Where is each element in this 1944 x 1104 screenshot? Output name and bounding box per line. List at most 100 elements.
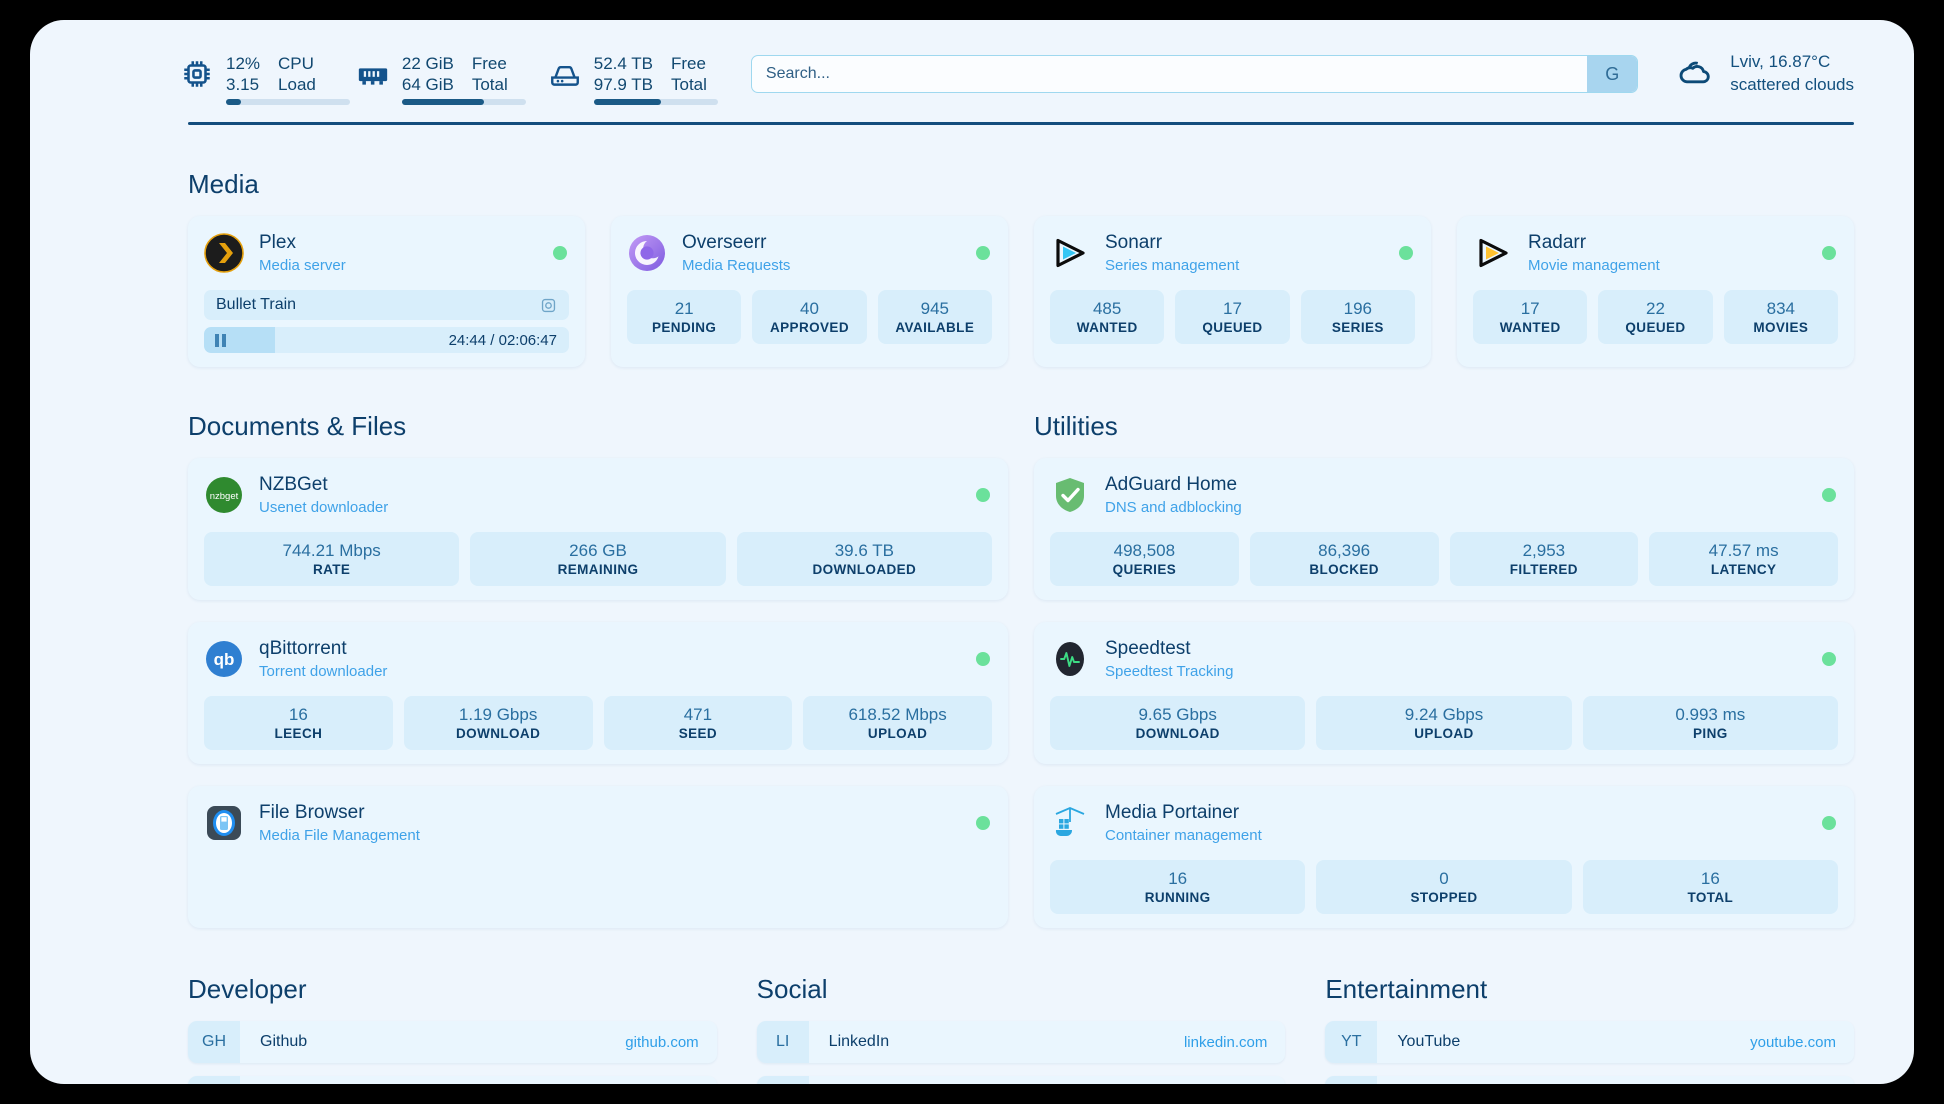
service-card-speedtest[interactable]: Speedtest Speedtest Tracking 9.65 Gbps D… xyxy=(1034,622,1854,765)
stat-value: 9.65 Gbps xyxy=(1138,705,1217,725)
stat-group: 16 RUNNING 0 STOPPED 16 TOTAL xyxy=(1050,860,1838,915)
stat-group: 17 WANTED 22 QUEUED 834 MOVIES xyxy=(1473,290,1838,345)
stat-value: 22 xyxy=(1646,299,1665,318)
status-badge xyxy=(553,246,567,260)
bookmark-group-entertainment: Entertainment YT YouTube youtube.com NF … xyxy=(1325,974,1855,1084)
bookmark-item[interactable]: TW Twitter twitter.com xyxy=(756,1076,1286,1084)
stat-value: 196 xyxy=(1343,299,1372,318)
disk-widget: 52.4 TB 97.9 TB Free Total xyxy=(548,53,718,106)
cast-icon[interactable] xyxy=(540,297,557,314)
cpu-progress-bar xyxy=(226,99,350,106)
service-card-radarr[interactable]: Radarr Movie management 17 WANTED 22 QUE… xyxy=(1457,216,1854,367)
service-name: Sonarr xyxy=(1105,231,1163,253)
stat-item: 39.6 TB DOWNLOADED xyxy=(736,532,992,587)
bookmark-group-title: Developer xyxy=(188,974,307,1005)
stat-item: 2,953 FILTERED xyxy=(1449,532,1639,587)
nzbget-icon: nzbget xyxy=(204,475,244,515)
service-card-qbittorrent[interactable]: qb qBittorrent Torrent downloader 16 LEE… xyxy=(188,622,1008,765)
service-card-filebrowser[interactable]: File Browser Media File Management xyxy=(188,786,1008,929)
stat-label: REMAINING xyxy=(557,562,639,578)
card-header: Sonarr Series management xyxy=(1050,230,1415,276)
service-subtitle: Speedtest Tracking xyxy=(1105,662,1234,680)
stat-label: STOPPED xyxy=(1410,890,1478,906)
stat-value: 471 xyxy=(683,705,713,725)
bookmark-abbr: SO xyxy=(188,1076,240,1084)
card-header: Overseerr Media Requests xyxy=(627,230,992,276)
service-name: Plex xyxy=(259,231,296,253)
card-header: Speedtest Speedtest Tracking xyxy=(1050,636,1838,682)
bookmark-item[interactable]: NF Netflix netflix.com xyxy=(1325,1076,1855,1084)
cloud-icon xyxy=(1674,53,1716,95)
qbittorrent-icon: qb xyxy=(204,639,244,679)
search-bar[interactable]: G xyxy=(750,55,1639,93)
stat-value: 485 xyxy=(1092,299,1122,318)
stat-item: 196 SERIES xyxy=(1300,290,1415,345)
media-cards-row: Plex Media server Bullet Train xyxy=(188,216,1854,367)
disk-label-2: Total xyxy=(671,75,707,94)
service-card-sonarr[interactable]: Sonarr Series management 485 WANTED 17 Q… xyxy=(1034,216,1431,367)
bookmark-item[interactable]: YT YouTube youtube.com xyxy=(1325,1021,1855,1064)
stat-label: DOWNLOADED xyxy=(812,562,917,578)
stat-label: QUEUED xyxy=(1625,320,1686,336)
pause-icon[interactable] xyxy=(215,333,226,347)
service-subtitle: Series management xyxy=(1105,256,1240,274)
stat-label: FILTERED xyxy=(1509,562,1578,578)
service-card-nzbget[interactable]: nzbget NZBGet Usenet downloader 744.21 M… xyxy=(188,458,1008,601)
service-name: Overseerr xyxy=(682,231,767,253)
stat-value: 2,953 xyxy=(1522,541,1566,560)
bookmark-name: YouTube xyxy=(1397,1033,1461,1051)
stat-group: 16 LEECH 1.19 Gbps DOWNLOAD 471 SEED 6 xyxy=(204,696,992,751)
bookmark-item[interactable]: SO StackOverflow stackoverflow.com xyxy=(188,1076,717,1084)
service-subtitle: Movie management xyxy=(1528,256,1660,274)
bookmark-abbr: NF xyxy=(1325,1076,1378,1084)
status-badge xyxy=(1399,246,1413,260)
stat-group: 21 PENDING 40 APPROVED 945 AVAILABLE xyxy=(627,290,992,345)
service-card-adguard[interactable]: AdGuard Home DNS and adblocking 498,508 … xyxy=(1034,458,1854,601)
stat-item: 485 WANTED xyxy=(1050,290,1165,345)
stat-item: 618.52 Mbps UPLOAD xyxy=(803,696,992,751)
stat-item: 471 SEED xyxy=(603,696,793,751)
status-badge xyxy=(1822,652,1836,667)
bookmark-item[interactable]: GH Github github.com xyxy=(188,1021,717,1064)
stat-value: 86,396 xyxy=(1318,541,1371,560)
overseerr-icon xyxy=(627,233,667,273)
service-subtitle: Media server xyxy=(259,256,346,274)
playback-progress-bar[interactable]: 24:44 / 02:06:47 xyxy=(204,327,569,353)
stat-label: LEECH xyxy=(274,726,323,742)
radarr-icon xyxy=(1473,233,1513,273)
disk-icon xyxy=(548,57,582,91)
service-name: Media Portainer xyxy=(1105,802,1240,824)
search-input[interactable] xyxy=(751,65,1588,83)
cpu-label-1: CPU xyxy=(278,53,314,73)
bookmark-item[interactable]: LI LinkedIn linkedin.com xyxy=(756,1021,1286,1064)
top-bar: 12% 3.15 CPU Load xyxy=(30,20,1914,106)
service-subtitle: DNS and adblocking xyxy=(1105,498,1242,516)
bookmark-abbr: LI xyxy=(756,1021,809,1064)
file-browser-icon xyxy=(204,803,244,843)
weather-location-temp: Lviv, 16.87°C xyxy=(1730,52,1831,72)
stat-item: 498,508 QUERIES xyxy=(1050,532,1239,587)
bookmark-group-social: Social LI LinkedIn linkedin.com TW Twitt… xyxy=(756,974,1286,1084)
stat-item: 1.19 Gbps DOWNLOAD xyxy=(403,696,593,751)
bookmark-group-title: Entertainment xyxy=(1325,974,1488,1005)
service-subtitle: Torrent downloader xyxy=(259,662,388,680)
stat-value: 16 xyxy=(1700,869,1720,889)
card-header: Media Portainer Container management xyxy=(1050,800,1838,846)
service-card-overseerr[interactable]: Overseerr Media Requests 21 PENDING 40 A… xyxy=(611,216,1008,367)
card-header: nzbget NZBGet Usenet downloader xyxy=(204,472,992,518)
section-title-utilities: Utilities xyxy=(1034,411,1118,441)
speedtest-icon xyxy=(1050,639,1090,679)
card-header: Plex Media server xyxy=(204,230,569,276)
stat-item: 86,396 BLOCKED xyxy=(1249,532,1439,587)
stat-item: 0.993 ms PING xyxy=(1582,696,1838,751)
stat-label: RATE xyxy=(312,562,351,578)
service-card-plex[interactable]: Plex Media server Bullet Train xyxy=(188,216,585,367)
stat-label: PING xyxy=(1693,726,1728,742)
stat-value: 498,508 xyxy=(1113,541,1176,560)
search-submit-button[interactable]: G xyxy=(1587,56,1638,92)
bookmark-abbr: YT xyxy=(1325,1021,1378,1064)
stat-value: 9.24 Gbps xyxy=(1404,705,1484,725)
sonarr-icon xyxy=(1050,233,1090,273)
stat-label: WANTED xyxy=(1076,320,1138,336)
service-card-portainer[interactable]: Media Portainer Container management 16 … xyxy=(1034,786,1854,929)
